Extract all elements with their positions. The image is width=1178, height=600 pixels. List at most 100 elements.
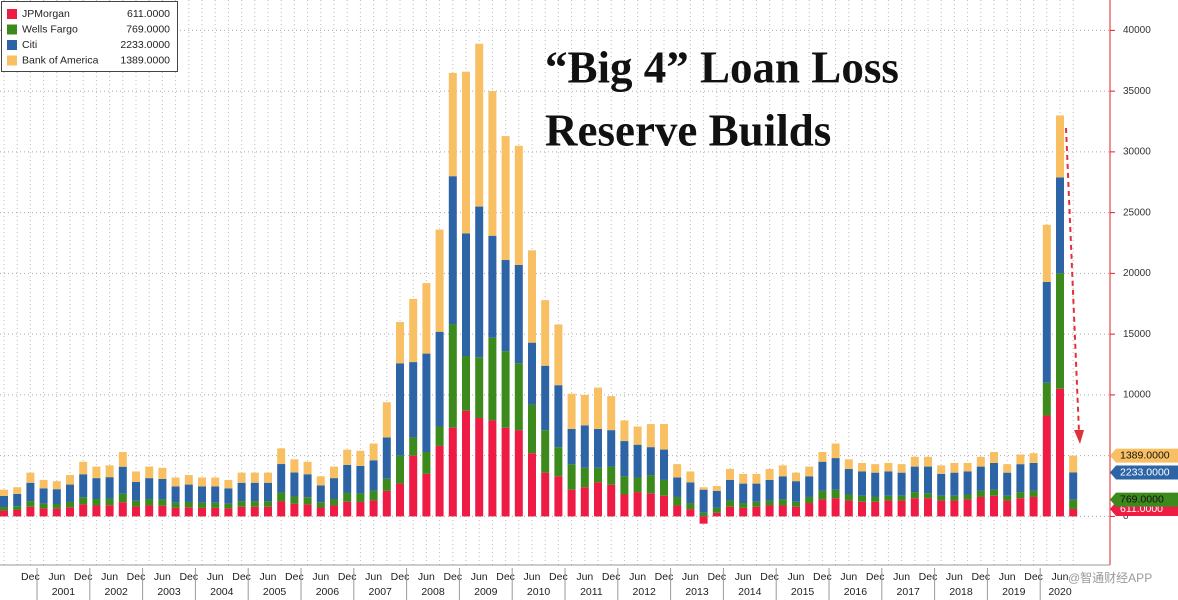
bar-segment <box>316 476 325 486</box>
bar-segment <box>541 365 550 431</box>
bar-segment <box>844 494 853 501</box>
bar-segment <box>488 337 497 421</box>
bar-segment <box>26 506 35 517</box>
bar-segment <box>382 478 391 491</box>
bar-segment <box>528 453 536 517</box>
bar-segment <box>145 478 154 500</box>
bar-segment <box>620 494 629 517</box>
bar-segment <box>752 473 761 484</box>
bar-segment <box>831 458 840 490</box>
bar-segment <box>303 474 312 498</box>
bar-segment <box>541 430 550 473</box>
bar-segment <box>396 455 404 484</box>
bar-segment <box>620 441 629 477</box>
bar-segment <box>528 342 536 405</box>
bar-segment <box>118 502 127 517</box>
bar-segment <box>0 489 8 496</box>
x-tick-label: Dec <box>549 571 568 583</box>
bar-segment <box>950 495 959 501</box>
bar-segment <box>712 512 721 517</box>
bar-segment <box>778 505 787 517</box>
bar-segment <box>13 506 22 510</box>
bar-segment <box>422 283 431 354</box>
bar-segment <box>1056 177 1064 274</box>
bar-segment <box>739 503 748 508</box>
bar-segment <box>607 430 616 467</box>
bar-segment <box>792 472 800 482</box>
bar-segment <box>660 495 668 517</box>
bar-segment <box>250 472 259 483</box>
bar-segment <box>897 495 906 501</box>
bar-segment <box>963 471 972 495</box>
bar-segment <box>237 506 246 517</box>
bar-segment <box>712 486 721 491</box>
bar-segment <box>963 499 972 517</box>
bar-segment <box>224 488 233 504</box>
bar-segment <box>660 479 668 496</box>
bar-segment <box>884 462 893 472</box>
bar-segment <box>910 456 919 467</box>
bar-segment <box>765 505 774 517</box>
bar-segment <box>409 437 418 456</box>
year-label: 2002 <box>105 586 129 598</box>
x-tick-label: Dec <box>285 571 304 583</box>
legend-label: Citi <box>22 39 37 51</box>
bar-segment <box>752 506 761 517</box>
bar-segment <box>699 487 708 490</box>
bar-segment <box>475 357 484 418</box>
bar-segment <box>369 460 378 491</box>
bar-segment <box>79 461 88 475</box>
bar-segment <box>290 496 299 504</box>
bar-segment <box>118 493 127 503</box>
bar-segment <box>343 449 352 465</box>
bar-segment <box>620 476 629 495</box>
x-tick-label: Dec <box>74 571 93 583</box>
bar-segment <box>990 495 998 517</box>
bar-segment <box>633 426 642 445</box>
trend-arrow <box>1065 127 1080 433</box>
bar-segment <box>567 393 576 429</box>
bar-segment <box>316 502 325 508</box>
bar-segment <box>290 459 299 473</box>
y-tick-label: 20000 <box>1123 268 1151 279</box>
axes: 0500010000150002000025000300003500040000… <box>21 25 1151 600</box>
x-tick-label: Dec <box>232 571 251 583</box>
value-tag-bg <box>1110 492 1178 507</box>
bar-segment <box>52 481 61 490</box>
bar-segment <box>13 493 22 507</box>
bar-segment <box>448 427 457 517</box>
year-label: 2018 <box>949 586 973 598</box>
bar-segment <box>1042 224 1051 282</box>
bar-segment <box>990 489 998 496</box>
bar-segment <box>541 300 550 366</box>
legend-value: 611.0000 <box>127 8 170 20</box>
bar-segment <box>686 471 695 483</box>
value-tag-bg <box>1110 465 1178 480</box>
legend-value: 769.0000 <box>126 23 170 35</box>
year-label: 2011 <box>580 586 603 598</box>
bar-segment <box>462 410 470 517</box>
bar-segment <box>514 363 523 431</box>
x-tick-label: Jun <box>312 571 329 583</box>
bar-segment <box>844 469 853 495</box>
bar-segment <box>13 509 22 517</box>
bar-segment <box>646 493 655 517</box>
bar-segment <box>976 490 985 497</box>
bar-segment <box>435 426 444 446</box>
bar-segment <box>884 471 893 496</box>
bar-segment <box>79 497 88 505</box>
bar-segment <box>118 466 127 494</box>
bar-segment <box>422 452 431 474</box>
bar-segment <box>924 498 932 517</box>
bar-segment <box>145 466 154 479</box>
bar-segment <box>871 464 880 473</box>
bar-segment <box>1003 472 1012 496</box>
bar-segment <box>805 503 814 517</box>
bar-segment <box>514 430 523 517</box>
x-tick-label: Jun <box>840 571 857 583</box>
x-tick-label: Jun <box>788 571 805 583</box>
bar-segment <box>237 472 246 483</box>
bar-segment <box>567 464 576 490</box>
bar-segment <box>330 478 338 500</box>
